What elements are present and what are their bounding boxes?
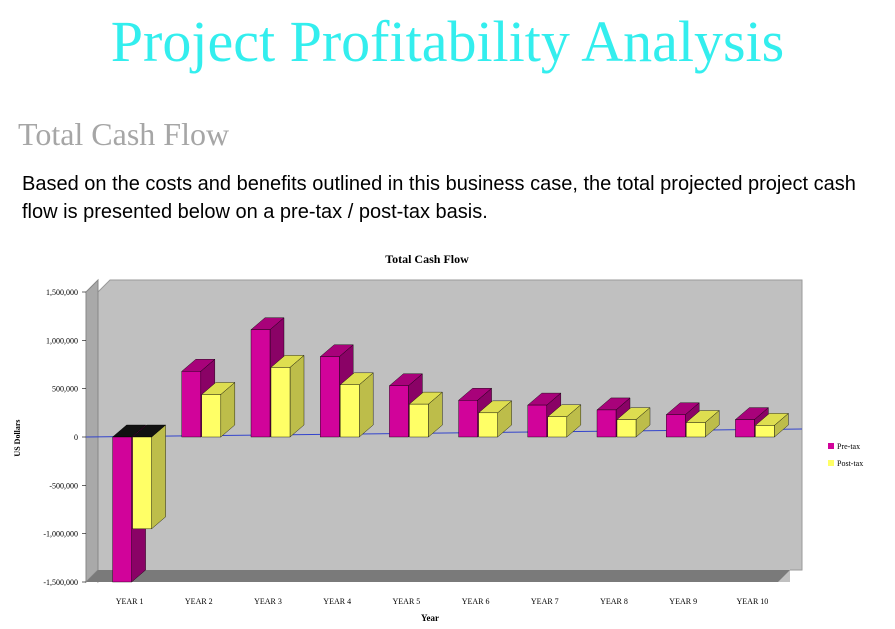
bar-pre-tax [666, 414, 686, 438]
intro-paragraph: Based on the costs and benefits outlined… [22, 173, 856, 223]
bar-pre-tax [181, 371, 202, 438]
y-tick-label: 1,000,000 [46, 336, 78, 345]
legend-label-post-tax: Post-tax [837, 459, 863, 468]
y-tick-label: 0 [74, 433, 78, 442]
bar-pre-tax [389, 385, 409, 438]
bar-post-tax [616, 419, 637, 438]
bar-pre-tax [320, 356, 340, 438]
bar-pre-tax [250, 329, 271, 438]
legend-label-pre-tax: Pre-tax [837, 442, 860, 451]
x-tick-label: YEAR 9 [669, 597, 697, 606]
bar-post-tax [201, 394, 222, 438]
bar-post-tax [478, 412, 498, 438]
y-tick-label: 1,500,000 [46, 288, 78, 297]
legend-swatch-pre-tax [828, 443, 834, 449]
chart-title: Total Cash Flow [385, 252, 469, 266]
bar-pre-tax [458, 400, 478, 438]
bar-post-tax [340, 384, 360, 438]
bar-pre-tax [527, 404, 547, 438]
y-tick-label: 500,000 [52, 385, 78, 394]
section-title: Total Cash Flow [18, 116, 230, 152]
x-tick-label: YEAR 1 [116, 597, 144, 606]
x-tick-label: YEAR 10 [737, 597, 769, 606]
bar-post-tax [686, 422, 706, 438]
bar-post-tax [409, 403, 429, 438]
bar-side-post-tax [289, 354, 305, 438]
x-tick-label: YEAR 2 [185, 597, 213, 606]
x-tick-label: YEAR 6 [462, 597, 490, 606]
x-tick-label: YEAR 8 [600, 597, 628, 606]
x-tick-label: YEAR 3 [254, 597, 282, 606]
bar-post-tax [755, 425, 775, 438]
cash-flow-chart: Total Cash Flow US Dollars Year 1,500,00… [13, 252, 863, 623]
x-tick-label: YEAR 7 [531, 597, 559, 606]
y-tick-label: -1,500,000 [43, 578, 78, 587]
plot-side-wall [85, 278, 99, 584]
bar-post-tax [270, 367, 291, 438]
chart-container: Total Cash Flow US Dollars Year 1,500,00… [0, 240, 895, 624]
legend: Pre-tax Post-tax [828, 442, 863, 468]
bar-post-tax [132, 436, 152, 530]
x-axis-label: Year [421, 613, 439, 623]
plot-floor [86, 570, 790, 582]
legend-swatch-post-tax [828, 460, 834, 466]
bar-side-post-tax [151, 424, 166, 530]
x-tick-label: YEAR 5 [393, 597, 421, 606]
page-title: Project Profitability Analysis [110, 9, 785, 74]
y-axis-label: US Dollars [13, 419, 22, 456]
y-tick-label: -500,000 [49, 481, 78, 490]
bar-pre-tax [112, 436, 132, 583]
bar-pre-tax [596, 409, 617, 438]
plot-area: 1,500,000 1,000,000 500,000 0 -500,000 -1,000… [43, 278, 803, 606]
bar-post-tax [547, 416, 567, 438]
bar-pre-tax [735, 419, 755, 438]
x-tick-label: YEAR 4 [323, 597, 351, 606]
y-tick-label: -1,000,000 [43, 530, 78, 539]
